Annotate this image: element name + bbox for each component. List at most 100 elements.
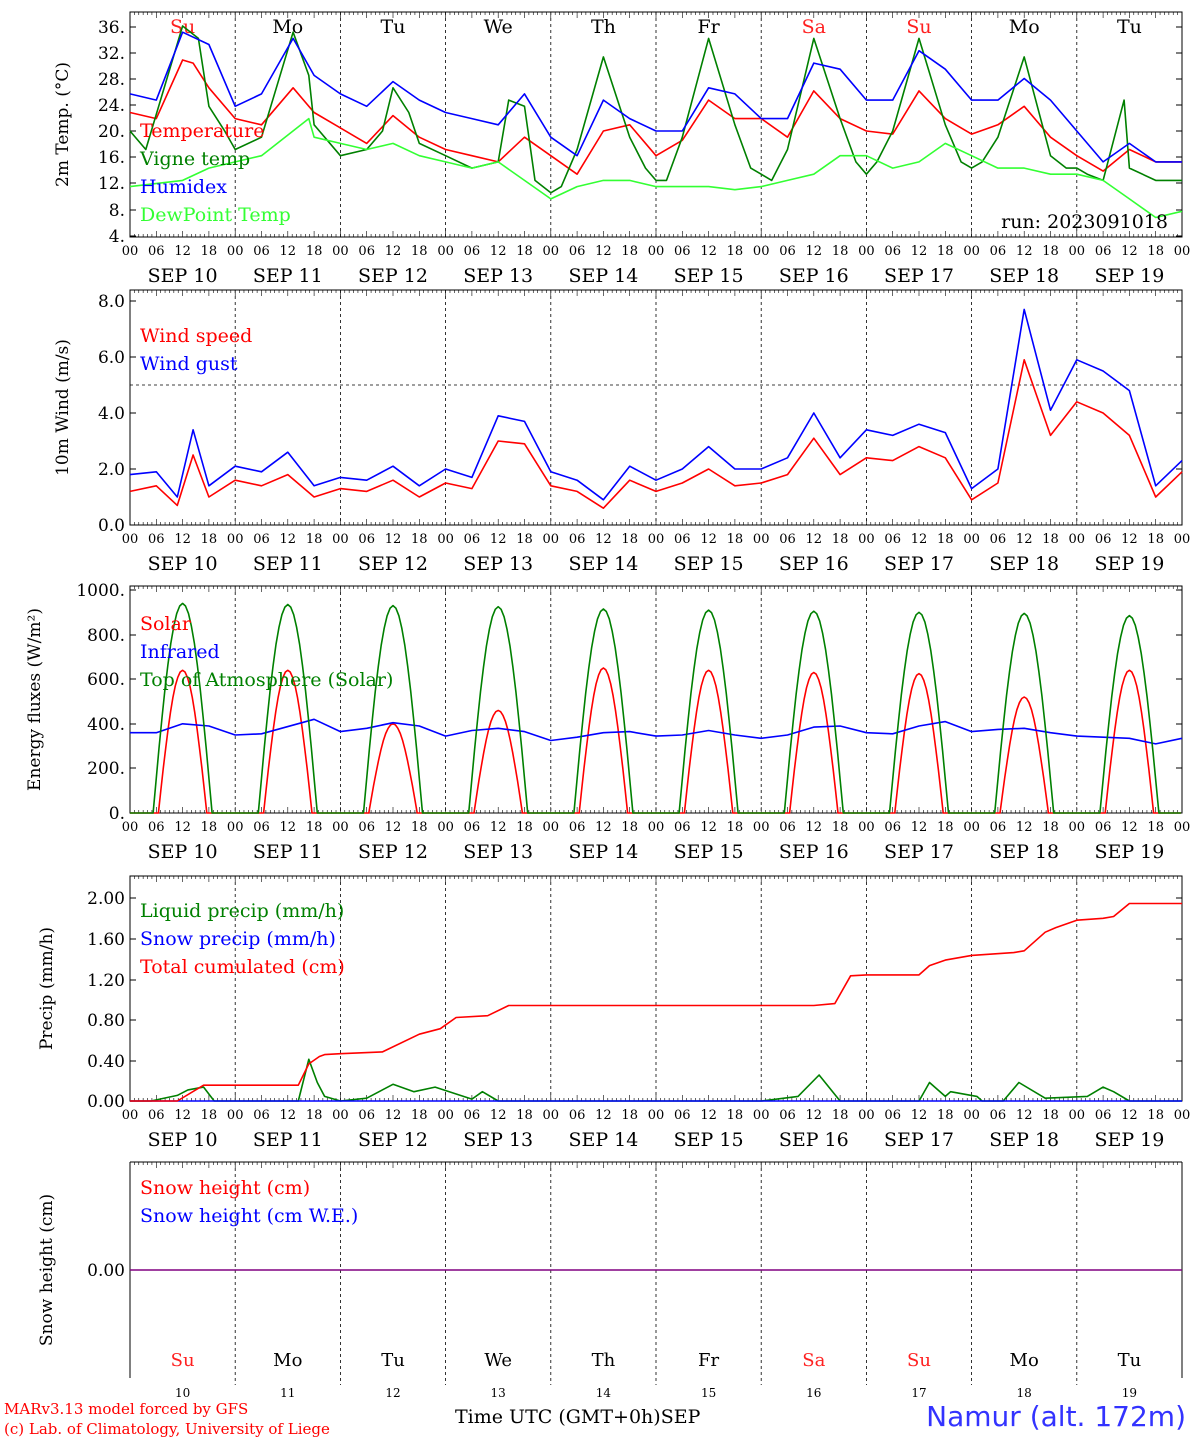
hour-label: 18 <box>201 244 218 259</box>
weekday-label: Tu <box>381 1350 405 1371</box>
hour-label: 06 <box>1095 244 1112 259</box>
hour-label: 00 <box>122 820 139 835</box>
y-tick-label: 1.60 <box>87 930 125 950</box>
day-number: 11 <box>280 1386 295 1400</box>
hour-label: 18 <box>937 1108 954 1123</box>
legend-entry: Wind speed <box>140 325 252 347</box>
hour-label: 12 <box>1121 244 1138 259</box>
hour-label: 00 <box>963 244 980 259</box>
y-axis-label: Precip (mm/h) <box>37 927 57 1050</box>
hour-label: 06 <box>253 820 270 835</box>
hour-label: 18 <box>411 1108 428 1123</box>
day-label: SEP 12 <box>358 841 428 863</box>
hour-label: 00 <box>543 1108 560 1123</box>
hour-label: 18 <box>411 820 428 835</box>
day-label: SEP 12 <box>358 553 428 575</box>
hour-label: 12 <box>174 532 191 547</box>
hour-label: 06 <box>884 532 901 547</box>
hour-label: 12 <box>911 1108 928 1123</box>
hour-label: 12 <box>385 532 402 547</box>
y-tick-label: 200. <box>87 759 125 779</box>
hour-label: 12 <box>595 244 612 259</box>
hour-label: 12 <box>1121 820 1138 835</box>
hour-label: 00 <box>543 532 560 547</box>
hour-label: 00 <box>227 1108 244 1123</box>
hour-label: 00 <box>227 532 244 547</box>
hour-label: 12 <box>385 1108 402 1123</box>
weekday-label: Sa <box>802 1350 825 1371</box>
series-line <box>130 718 1183 745</box>
hour-label: 06 <box>779 820 796 835</box>
hour-label: 06 <box>358 1108 375 1123</box>
y-tick-label: 32. <box>98 44 125 64</box>
hour-label: 00 <box>648 820 665 835</box>
hour-label: 18 <box>306 1108 323 1123</box>
day-label: SEP 11 <box>253 1129 323 1151</box>
hour-label: 18 <box>306 532 323 547</box>
legend-entry: Snow precip (mm/h) <box>140 928 336 950</box>
y-tick-label: 600. <box>87 670 125 690</box>
hour-label: 06 <box>253 532 270 547</box>
hour-label: 12 <box>595 532 612 547</box>
hour-label: 00 <box>543 244 560 259</box>
hour-label: 18 <box>411 532 428 547</box>
hour-label: 00 <box>122 1108 139 1123</box>
legend-entry: Wind gust <box>140 353 238 375</box>
day-label: SEP 13 <box>463 1129 533 1151</box>
legend-entry: Snow height (cm W.E.) <box>140 1205 358 1227</box>
day-number: 18 <box>1017 1386 1032 1400</box>
day-label: SEP 19 <box>1094 265 1164 287</box>
y-axis-label: Snow height (cm) <box>37 1194 57 1346</box>
hour-label: 18 <box>1147 244 1164 259</box>
hour-label: 18 <box>411 244 428 259</box>
hour-label: 18 <box>1147 1108 1164 1123</box>
x-axis-label: Time UTC (GMT+0h)SEP <box>455 1406 700 1428</box>
y-tick-label: 8.0 <box>98 292 125 312</box>
hour-label: 00 <box>437 1108 454 1123</box>
day-number: 10 <box>175 1386 190 1400</box>
legend-entry: Temperature <box>140 120 264 142</box>
hour-label: 06 <box>464 532 481 547</box>
day-label: SEP 10 <box>148 841 218 863</box>
day-label: SEP 16 <box>779 265 849 287</box>
hour-label: 06 <box>990 244 1007 259</box>
weekday-label: Mo <box>273 1350 302 1371</box>
hour-label: 18 <box>727 244 744 259</box>
hour-label: 00 <box>753 244 770 259</box>
day-label: SEP 16 <box>779 841 849 863</box>
hour-label: 00 <box>648 1108 665 1123</box>
hour-label: 00 <box>332 1108 349 1123</box>
day-label: SEP 14 <box>568 553 638 575</box>
hour-label: 18 <box>1147 532 1164 547</box>
y-tick-label: 0. <box>109 804 125 824</box>
hour-label: 18 <box>937 244 954 259</box>
hour-label: 06 <box>884 820 901 835</box>
hour-label: 00 <box>122 532 139 547</box>
day-label: SEP 19 <box>1094 841 1164 863</box>
day-label: SEP 16 <box>779 1129 849 1151</box>
day-number: 13 <box>491 1386 506 1400</box>
hour-label: 18 <box>1042 820 1059 835</box>
day-label: SEP 18 <box>989 265 1059 287</box>
day-label: SEP 11 <box>253 841 323 863</box>
hour-label: 00 <box>1069 820 1086 835</box>
weekday-label: Tu <box>1117 16 1142 38</box>
day-label: SEP 17 <box>884 553 954 575</box>
day-label: SEP 18 <box>989 1129 1059 1151</box>
y-tick-label: 8. <box>109 201 125 221</box>
hour-label: 06 <box>464 820 481 835</box>
hour-label: 06 <box>148 532 165 547</box>
hour-label: 00 <box>753 820 770 835</box>
day-label: SEP 11 <box>253 265 323 287</box>
hour-label: 00 <box>963 820 980 835</box>
hour-label: 06 <box>1095 532 1112 547</box>
hour-label: 12 <box>490 532 507 547</box>
y-tick-label: 6.0 <box>98 348 125 368</box>
y-tick-label: 1.20 <box>87 971 125 991</box>
model-credit: MARv3.13 model forced by GFS <box>4 1400 249 1418</box>
hour-label: 18 <box>832 244 849 259</box>
hour-label: 12 <box>700 244 717 259</box>
hour-label: 18 <box>201 1108 218 1123</box>
time-label: Time UTC (GMT+0h) <box>455 1406 661 1428</box>
hour-label: 18 <box>1042 244 1059 259</box>
